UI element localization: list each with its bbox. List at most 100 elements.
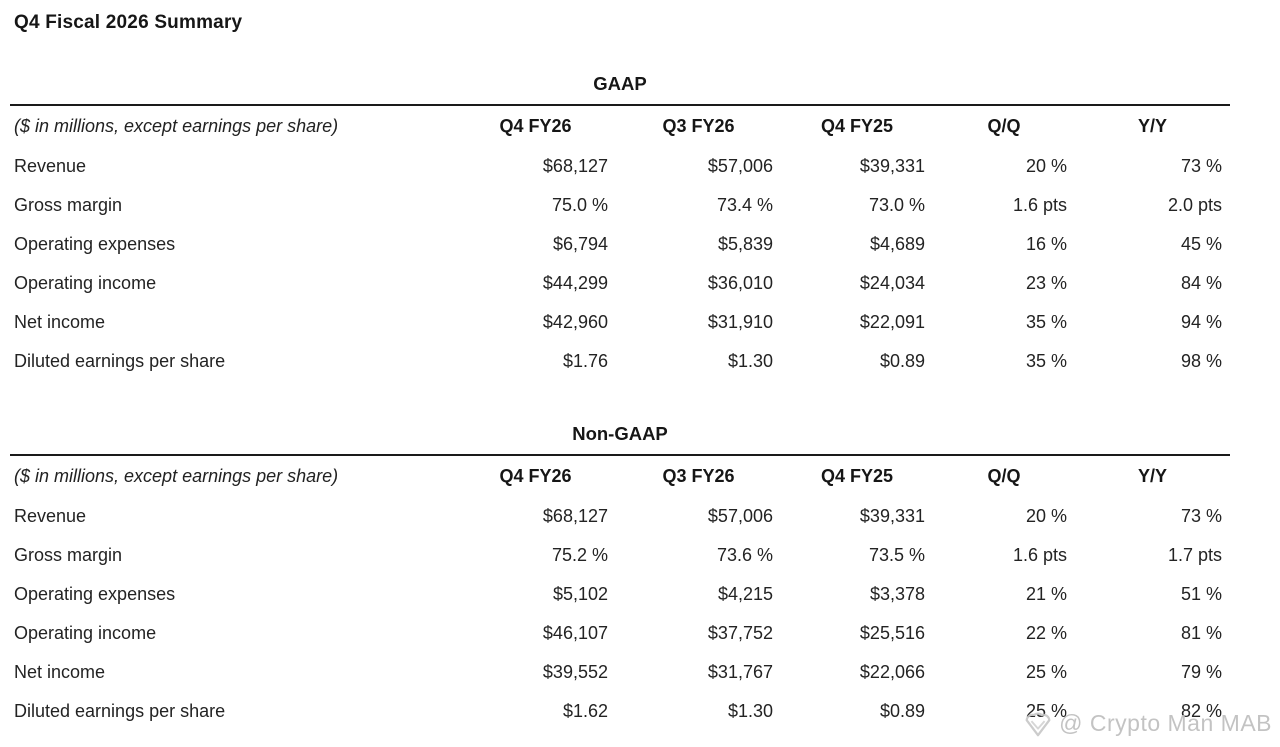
cell-value: 73 % — [1180, 506, 1222, 526]
unit-note: ($ in millions, except earnings per shar… — [14, 116, 339, 136]
gaap-section-title: GAAP — [593, 73, 647, 94]
row-label: Operating expenses — [14, 584, 176, 604]
cell-value: $0.89 — [879, 701, 925, 721]
table-row: Gross margin 75.0 % 73.4 % 73.0 % 1.6 pts 2.0… — [10, 186, 1230, 225]
cell-value: 2.0 pts — [1167, 195, 1222, 215]
cell-value: $46,107 — [542, 623, 608, 643]
cell-value: 98 % — [1180, 351, 1222, 371]
cell-value: 1.6 pts — [1012, 195, 1067, 215]
column-header-q4-fy26: Q4 FY26 — [499, 116, 572, 136]
cell-value: $0.89 — [879, 351, 925, 371]
row-label: Gross margin — [14, 545, 123, 565]
table-row: Operating expenses $5,102 $4,215 $3,378 21 %… — [10, 575, 1230, 614]
column-header-q3-fy26: Q3 FY26 — [662, 466, 735, 486]
row-label: Operating income — [14, 273, 157, 293]
cell-value: $24,034 — [859, 273, 925, 293]
column-header-q4-fy25: Q4 FY25 — [820, 116, 894, 136]
row-label: Operating income — [14, 623, 157, 643]
cell-value: $39,552 — [542, 662, 608, 682]
row-label: Diluted earnings per share — [14, 701, 226, 721]
cell-value: 75.0 % — [551, 195, 608, 215]
cell-value: 81 % — [1180, 623, 1222, 643]
cell-value: $1.30 — [727, 701, 773, 721]
gaap-table: ($ in millions, except earnings per shar… — [10, 104, 1230, 381]
non-gaap-section-title: Non-GAAP — [572, 423, 668, 444]
column-header-qq: Q/Q — [987, 466, 1021, 486]
cell-value: 22 % — [1025, 623, 1067, 643]
cell-value: 84 % — [1180, 273, 1222, 293]
row-label: Revenue — [14, 506, 87, 526]
cell-value: $1.30 — [727, 351, 773, 371]
table-row: Operating income $46,107 $37,752 $25,516 22 … — [10, 614, 1230, 653]
cell-value: 73.5 % — [868, 545, 925, 565]
cell-value: $44,299 — [542, 273, 608, 293]
column-header-qq: Q/Q — [987, 116, 1021, 136]
cell-value: 25 % — [1025, 662, 1067, 682]
row-label: Operating expenses — [14, 234, 176, 254]
cell-value: 75.2 % — [551, 545, 608, 565]
cell-value: 73 % — [1180, 156, 1222, 176]
row-label: Diluted earnings per share — [14, 351, 226, 371]
row-label: Gross margin — [14, 195, 123, 215]
cell-value: 23 % — [1025, 273, 1067, 293]
cell-value: $22,091 — [859, 312, 925, 332]
table-row: Revenue $68,127 $57,006 $39,331 20 % 73 % — [10, 147, 1230, 186]
column-header-yy: Y/Y — [1137, 466, 1167, 486]
cell-value: $39,331 — [859, 506, 925, 526]
table-row: Operating income $44,299 $36,010 $24,034 23 … — [10, 264, 1230, 303]
cell-value: $4,689 — [869, 234, 925, 254]
column-header-yy: Y/Y — [1137, 116, 1167, 136]
column-header-q3-fy26: Q3 FY26 — [662, 116, 735, 136]
cell-value: 35 % — [1025, 351, 1067, 371]
cell-value: 73.0 % — [868, 195, 925, 215]
cell-value: 45 % — [1180, 234, 1222, 254]
cell-value: 79 % — [1180, 662, 1222, 682]
cell-value: $25,516 — [859, 623, 925, 643]
cell-value: $5,839 — [717, 234, 773, 254]
cell-value: $1.62 — [562, 701, 608, 721]
cell-value: 35 % — [1025, 312, 1067, 332]
row-label: Net income — [14, 312, 106, 332]
cell-value: $6,794 — [552, 234, 608, 254]
cell-value: $57,006 — [707, 156, 773, 176]
cell-value: 25 % — [1025, 701, 1067, 721]
non-gaap-header-row: ($ in millions, except earnings per shar… — [10, 455, 1230, 497]
cell-value: $42,960 — [542, 312, 608, 332]
non-gaap-section: Non-GAAP ($ in millions, except earnings… — [10, 423, 1230, 731]
non-gaap-table: ($ in millions, except earnings per shar… — [10, 454, 1230, 731]
table-row: Operating expenses $6,794 $5,839 $4,689 16 %… — [10, 225, 1230, 264]
column-header-q4-fy26: Q4 FY26 — [499, 466, 572, 486]
cell-value: 73.6 % — [716, 545, 773, 565]
cell-value: 51 % — [1180, 584, 1222, 604]
cell-value: $5,102 — [552, 584, 608, 604]
cell-value: $39,331 — [859, 156, 925, 176]
cell-value: 94 % — [1180, 312, 1222, 332]
page-title: Q4 Fiscal 2026 Summary — [14, 12, 243, 33]
unit-note: ($ in millions, except earnings per shar… — [14, 466, 339, 486]
table-row: Revenue $68,127 $57,006 $39,331 20 % 73 % — [10, 497, 1230, 536]
gaap-section: GAAP ($ in millions, except earnings per… — [10, 73, 1230, 381]
table-row: Diluted earnings per share $1.62 $1.30 $0.8… — [10, 692, 1230, 731]
cell-value: 21 % — [1025, 584, 1067, 604]
cell-value: $57,006 — [707, 506, 773, 526]
gaap-header-row: ($ in millions, except earnings per shar… — [10, 105, 1230, 147]
cell-value: $3,378 — [869, 584, 925, 604]
column-header-q4-fy25: Q4 FY25 — [820, 466, 894, 486]
cell-value: $68,127 — [542, 156, 608, 176]
cell-value: $37,752 — [707, 623, 773, 643]
cell-value: $22,066 — [859, 662, 925, 682]
cell-value: $68,127 — [542, 506, 608, 526]
table-row: Net income $39,552 $31,767 $22,066 25 % 79 % — [10, 653, 1230, 692]
cell-value: $1.76 — [562, 351, 608, 371]
cell-value: 20 % — [1025, 156, 1067, 176]
cell-value: 1.6 pts — [1012, 545, 1067, 565]
row-label: Net income — [14, 662, 106, 682]
cell-value: 20 % — [1025, 506, 1067, 526]
cell-value: 1.7 pts — [1167, 545, 1222, 565]
row-label: Revenue — [14, 156, 87, 176]
table-row: Gross margin 75.2 % 73.6 % 73.5 % 1.6 pts 1.7… — [10, 536, 1230, 575]
cell-value: 82 % — [1180, 701, 1222, 721]
table-row: Net income $42,960 $31,910 $22,091 35 % 94 % — [10, 303, 1230, 342]
cell-value: $4,215 — [717, 584, 773, 604]
cell-value: $31,910 — [707, 312, 773, 332]
